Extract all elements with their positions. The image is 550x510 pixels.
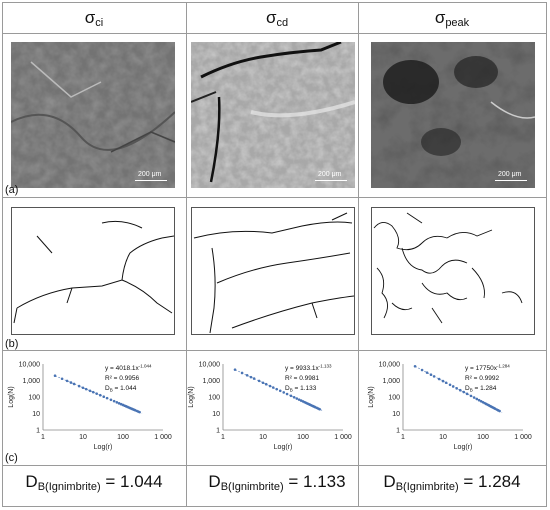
fit-equation: y = 4018.1x-1.044	[105, 364, 152, 373]
x-axis-label: Log(r)	[274, 444, 293, 451]
y-tick-label: 1,000	[22, 378, 40, 385]
scale-label: 200 μm	[318, 171, 342, 178]
x-tick-label: 1	[401, 434, 405, 441]
panel-label-a: (a)	[5, 184, 19, 196]
db-value-peak: DB(Ignimbrite) = 1.284	[383, 472, 521, 493]
x-tick-label: 100	[477, 434, 489, 441]
data-point	[264, 382, 268, 386]
crack-trace-cd	[191, 207, 355, 335]
divider	[3, 197, 546, 198]
data-point	[69, 381, 73, 384]
db-annotation: DB = 1.044	[105, 385, 137, 393]
data-point	[88, 389, 92, 393]
y-tick-label: 10,000	[199, 362, 221, 369]
data-point	[292, 395, 296, 399]
divider	[186, 3, 187, 506]
data-point	[437, 377, 441, 381]
x-tick-label: 1	[41, 434, 45, 441]
divider	[3, 33, 546, 34]
data-point	[425, 371, 429, 374]
db-annotation: DB = 1.133	[285, 385, 317, 393]
y-axis-label: Log(N)	[368, 386, 375, 407]
fractal-plot-peak: 10,000 1,000 100 10 1 1 10 100 1 000 Log(r) Log(N)…	[365, 358, 535, 458]
data-point	[245, 374, 249, 377]
fit-line	[414, 366, 503, 413]
db-annotation: DB = 1.284	[465, 385, 497, 393]
scale-bar	[495, 180, 527, 181]
panel-label-b: (b)	[5, 338, 19, 350]
fractal-plot-ci: 10,000 1,000 100 10 1 1 10 100 1 000 Log(r) Log(N)…	[5, 358, 175, 458]
x-tick-label: 10	[259, 434, 267, 441]
y-tick-label: 1	[36, 428, 40, 435]
data-point	[81, 386, 85, 390]
fit-equation: y = 17750x-1.284	[465, 364, 510, 373]
y-tick-label: 1,000	[382, 378, 400, 385]
fractal-plot-cd: 10,000 1,000 100 10 1 1 10 100 1 000 Log(r) Log(N)…	[185, 358, 355, 458]
column-header-ci: σci	[84, 8, 104, 29]
y-tick-label: 100	[28, 395, 40, 402]
x-tick-label: 100	[117, 434, 129, 441]
x-tick-label: 100	[297, 434, 309, 441]
scale-label: 200 μm	[498, 171, 522, 178]
divider	[3, 350, 546, 351]
r-squared: R² = 0.9956	[105, 375, 140, 382]
x-axis-label: Log(r)	[454, 444, 473, 451]
fit-line	[54, 375, 143, 414]
x-tick-label: 10	[79, 434, 87, 441]
panel-label-c: (c)	[5, 452, 18, 464]
data-point	[65, 379, 69, 383]
y-tick-label: 1,000	[202, 378, 220, 385]
data-point	[91, 390, 95, 394]
scale-bar	[315, 180, 347, 181]
column-header-cd: σcd	[265, 8, 289, 29]
db-value-ci: DB(Ignimbrite) = 1.044	[25, 472, 163, 493]
data-point	[458, 388, 462, 392]
x-tick-label: 1	[221, 434, 225, 441]
y-tick-label: 10,000	[19, 362, 41, 369]
x-tick-label: 1 000	[154, 434, 172, 441]
db-value-cd: DB(Ignimbrite) = 1.133	[208, 472, 346, 493]
y-tick-label: 1	[396, 428, 400, 435]
data-point	[72, 382, 76, 386]
divider	[358, 3, 359, 506]
y-tick-label: 100	[208, 395, 220, 402]
y-tick-label: 10	[212, 411, 220, 418]
scale-label: 200 μm	[138, 171, 162, 178]
x-tick-label: 1 000	[514, 434, 532, 441]
sem-image-peak	[371, 42, 535, 188]
scale-bar	[135, 180, 167, 181]
y-tick-label: 10	[392, 411, 400, 418]
data-point	[261, 381, 265, 385]
crack-trace-ci	[11, 207, 175, 335]
data-point	[117, 402, 121, 405]
y-axis-label: Log(N)	[8, 386, 15, 407]
data-point	[289, 394, 293, 398]
x-axis-label: Log(r)	[94, 444, 113, 451]
y-tick-label: 100	[388, 395, 400, 402]
y-tick-label: 10	[32, 411, 40, 418]
crack-trace-peak	[371, 207, 535, 335]
x-tick-label: 1 000	[334, 434, 352, 441]
column-header-peak: σpeak	[434, 8, 470, 29]
divider	[3, 465, 546, 466]
fit-equation: y = 9933.1x-1.133	[285, 364, 332, 373]
y-tick-label: 1	[216, 428, 220, 435]
data-point	[257, 379, 261, 383]
data-point	[318, 407, 321, 411]
r-squared: R² = 0.9992	[465, 375, 500, 382]
r-squared: R² = 0.9981	[285, 375, 320, 382]
x-tick-label: 10	[439, 434, 447, 441]
y-axis-label: Log(N)	[188, 386, 195, 407]
sem-image-cd	[191, 42, 355, 188]
data-point	[233, 368, 237, 371]
data-point	[84, 387, 88, 391]
y-tick-label: 10,000	[379, 362, 401, 369]
data-point	[53, 374, 57, 378]
data-point	[95, 392, 98, 395]
sem-image-ci	[11, 42, 175, 188]
